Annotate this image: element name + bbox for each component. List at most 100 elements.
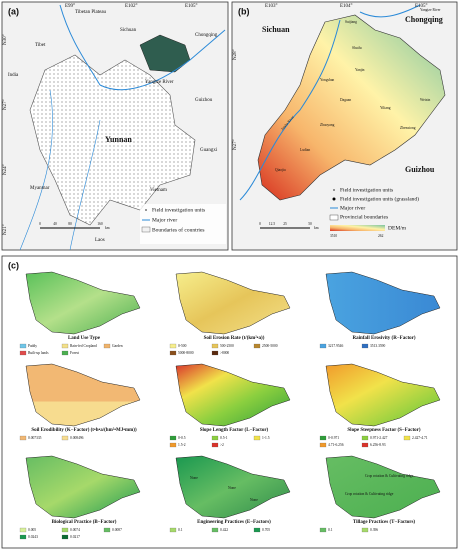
legend-swatch xyxy=(169,435,177,441)
panel-label: (a) xyxy=(8,6,19,16)
legend-swatch xyxy=(319,435,327,441)
legend-text: Field investigation units xyxy=(340,187,393,193)
place: Tibetan Plateau xyxy=(75,10,107,15)
lon-label: E105° xyxy=(185,4,198,9)
legend-text: 0-0.5 xyxy=(178,436,186,440)
panel-c: (c) Land Use Type Paddy Rain-fed Cropland G… xyxy=(1,255,458,549)
legend-swatch xyxy=(19,534,27,540)
legend-text: Major river xyxy=(340,205,365,211)
scale-label: 0 xyxy=(39,222,41,226)
legend-text: 0.1 xyxy=(328,528,333,532)
map-title: Slope Length Factor (L−Factor) xyxy=(200,428,269,433)
legend-swatch xyxy=(361,343,369,349)
legend-swatch xyxy=(319,527,327,533)
place: Chongqing xyxy=(405,15,443,24)
place: Chongqing xyxy=(195,33,218,38)
lat-label: N28° xyxy=(233,49,238,60)
map-title: Slope Steepness Factor (S−Factor) xyxy=(347,428,420,433)
legend-swatch xyxy=(61,343,69,349)
legend-text: Forest xyxy=(70,351,79,355)
legend-text: 500-2500 xyxy=(220,344,234,348)
place: Suijiang xyxy=(345,20,357,24)
legend-text: Rain-fed Cropland xyxy=(70,344,97,348)
lat-label: N30° xyxy=(3,34,8,45)
lon-label: E102° xyxy=(125,4,138,9)
legend-text: 6.256-8.93 xyxy=(370,443,386,447)
lon-label: E99° xyxy=(65,4,75,9)
place: Yongshan xyxy=(320,78,334,82)
legend-swatch xyxy=(19,527,27,533)
dem-label: 262 xyxy=(378,234,384,238)
river xyxy=(19,89,101,251)
legend-swatch xyxy=(361,435,369,441)
lon-label: E105° xyxy=(415,4,428,9)
scale-label: 0 xyxy=(259,222,261,226)
map-title: Rainfall Erosivity (R−Factor) xyxy=(352,336,415,341)
panel-a: (a) E99° E102° E105° N30° N27° N24° N21°… xyxy=(1,1,229,251)
map-title: Land Use Type xyxy=(68,336,101,341)
legend-text: 1.5-2 xyxy=(178,443,186,447)
legend-swatch xyxy=(61,350,69,356)
map-annotation: None xyxy=(190,476,198,480)
place: Yanjin xyxy=(355,68,365,72)
legend-swatch xyxy=(169,442,177,448)
legend-text: 0.0243 xyxy=(28,535,38,539)
map-annotation: None xyxy=(250,498,258,502)
legend-swatch xyxy=(19,343,27,349)
place: Myanmar xyxy=(30,186,50,191)
legend-swatch xyxy=(103,343,111,349)
place: Yangtze River xyxy=(145,80,174,85)
legend-text: Garden xyxy=(112,344,123,348)
place: Guizhou xyxy=(405,165,435,174)
legend-symbol xyxy=(329,214,339,221)
legend-swatch xyxy=(169,350,177,356)
scale-label: 80 xyxy=(68,222,72,226)
place: Sichuan xyxy=(262,25,290,34)
scale-label: 25 xyxy=(283,222,287,226)
legend-text: 5000-8000 xyxy=(178,351,194,355)
place: Zhaoyang xyxy=(320,123,335,127)
legend-text: 0.396 xyxy=(370,528,378,532)
legend-symbol xyxy=(332,197,336,201)
place: Tibet xyxy=(35,43,46,48)
river xyxy=(59,4,226,91)
legend-swatch xyxy=(361,442,369,448)
legend-text: 2.427-4.71 xyxy=(412,436,428,440)
place: Yunnan xyxy=(105,135,132,144)
map-annotation: Crop rotation & Cultivating ridge xyxy=(345,492,394,496)
lat-label: N27° xyxy=(233,139,238,150)
legend-swatch xyxy=(211,350,219,356)
scale-label: km xyxy=(314,226,319,230)
legend-swatch xyxy=(211,527,219,533)
place: Vietnam xyxy=(150,188,167,193)
place: Guangxi xyxy=(200,148,218,153)
map-annotation: Crop rotation & Cultivating ridge xyxy=(365,474,414,478)
dem-label: 3510 xyxy=(330,234,337,238)
scale-label: 160 xyxy=(97,222,103,226)
legend-text: 0.005 xyxy=(28,528,36,532)
legend-text: 0.0074 xyxy=(70,528,80,532)
map-annotation: None xyxy=(228,486,236,490)
lon-label: E104° xyxy=(340,4,353,9)
legend-text: 0.422 xyxy=(220,528,228,532)
lat-label: N24° xyxy=(3,164,8,175)
map-title: Engineering Practices (E−Factors) xyxy=(197,520,271,525)
legend-swatch xyxy=(211,442,219,448)
legend-swatch xyxy=(211,343,219,349)
legend-text: 0.705 xyxy=(262,528,270,532)
river xyxy=(239,4,421,201)
legend-symbol xyxy=(145,209,147,211)
legend-swatch xyxy=(253,435,261,441)
legend-swatch xyxy=(211,435,219,441)
place: Yangtze River xyxy=(420,8,441,12)
legend-text: 0.008496 xyxy=(70,436,84,440)
place: Shuifu xyxy=(352,46,362,50)
legend-text: Boundaries of countries xyxy=(152,226,205,233)
legend-text: 0.0087 xyxy=(112,528,122,532)
legend-text: DEM/m xyxy=(388,225,407,231)
place: Zhenxiong xyxy=(400,126,416,130)
legend-swatch xyxy=(19,350,27,356)
legend-text: Provincial boundaries xyxy=(340,214,388,220)
legend-text: Major river xyxy=(152,217,177,223)
